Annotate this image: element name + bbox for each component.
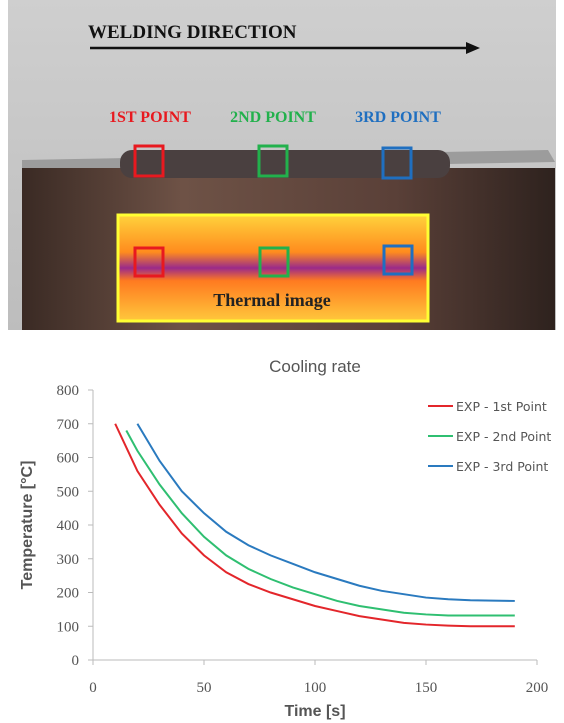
x-tick-label: 0 <box>89 680 97 696</box>
y-tick-label: 100 <box>57 619 80 635</box>
direction-label: WELDING DIRECTION <box>88 22 297 43</box>
y-tick-label: 700 <box>57 417 80 433</box>
page: WELDING DIRECTION 1ST POINT 2ND POINT 3R… <box>0 0 564 723</box>
chart: Cooling rate Time [s] Temperature [°C] 0… <box>19 357 551 720</box>
photo: WELDING DIRECTION 1ST POINT 2ND POINT 3R… <box>8 0 556 330</box>
x-tick-label: 50 <box>197 680 212 696</box>
thermal-label: Thermal image <box>213 290 330 310</box>
y-tick-label: 200 <box>57 586 80 602</box>
chart-title: Cooling rate <box>269 357 361 376</box>
y-tick-label: 0 <box>72 653 80 669</box>
y-tick-label: 500 <box>57 484 80 500</box>
point-label: 3RD POINT <box>355 109 441 126</box>
y-tick-label: 800 <box>57 383 80 399</box>
figure: WELDING DIRECTION 1ST POINT 2ND POINT 3R… <box>0 0 564 723</box>
point-label: 2ND POINT <box>230 109 316 126</box>
x-tick-label: 100 <box>304 680 327 696</box>
x-tick-label: 200 <box>526 680 549 696</box>
y-tick-label: 400 <box>57 518 80 534</box>
y-tick-label: 300 <box>57 552 80 568</box>
y-axis-title: Temperature [°C] <box>19 461 36 590</box>
series-line <box>115 424 515 627</box>
weld-bead <box>120 150 450 178</box>
point-label: 1ST POINT <box>109 109 191 126</box>
legend-label: EXP - 2nd Point <box>456 429 551 444</box>
legend-label: EXP - 3rd Point <box>456 459 548 474</box>
x-tick-label: 150 <box>415 680 438 696</box>
legend-label: EXP - 1st Point <box>456 399 547 414</box>
y-tick-label: 600 <box>57 451 80 467</box>
series-line <box>137 424 514 601</box>
x-axis-title: Time [s] <box>284 703 345 720</box>
